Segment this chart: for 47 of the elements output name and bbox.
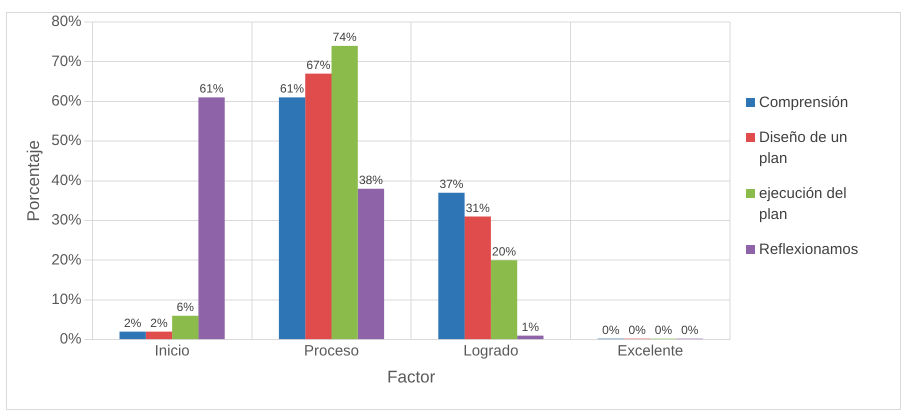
y-axis-title: Porcentaje [24,140,43,222]
y-tick-label: 30% [51,212,82,229]
x-tick-label: Excelente [617,342,684,360]
bar [464,216,491,340]
legend-label: Diseño de un plan [759,128,848,169]
bar [358,188,384,340]
data-label: 20% [492,244,516,259]
y-tick-label: 40% [51,172,82,189]
legend-label: Reflexionamos [759,240,858,260]
data-label: 74% [332,30,357,44]
data-label: 0% [602,322,620,337]
data-label: 0% [628,322,646,337]
bar [517,336,544,340]
y-tick-label: 80% [51,13,82,30]
legend-label: ejecución del plan [759,184,848,225]
bar [278,97,306,340]
x-tick-label: Inicio [154,342,190,360]
data-label: 67% [306,58,331,72]
bar [332,46,358,340]
legend-label: Comprensión [759,93,848,113]
data-label: 37% [439,177,464,192]
x-tick-label: Proceso [304,342,360,360]
y-tick-label: 10% [51,291,82,308]
data-label: 38% [358,173,384,188]
data-label: 6% [176,300,194,314]
x-tick-label: Logrado [463,342,518,360]
bar [490,260,518,340]
bar [120,332,146,340]
bar [146,332,172,340]
y-tick-label: 70% [51,52,82,70]
data-label: 2% [150,316,168,330]
data-label: 0% [681,322,699,337]
data-label: 2% [124,316,142,330]
x-axis-title: Factor [387,367,436,386]
bar [198,97,225,340]
bar [438,192,465,340]
y-tick-label: 60% [51,92,82,110]
data-label: 0% [654,322,672,337]
y-tick-label: 50% [51,132,82,150]
data-label: 1% [522,320,540,334]
data-label: 61% [200,82,224,96]
y-tick-label: 0% [60,330,82,348]
data-label: 61% [280,82,304,96]
bar [305,74,332,340]
y-tick-label: 20% [51,251,82,268]
data-label: 31% [466,200,490,215]
bar [172,316,198,340]
